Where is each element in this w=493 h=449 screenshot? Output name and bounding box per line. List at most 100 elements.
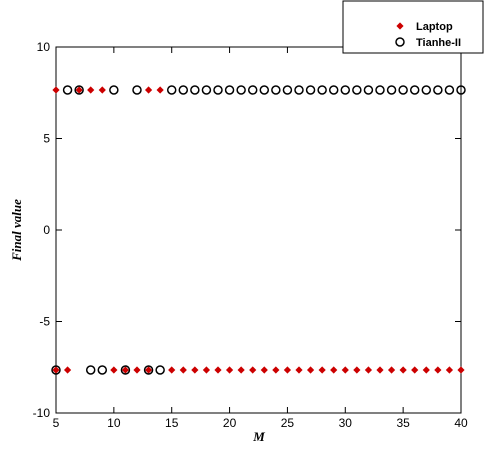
series-tianhe — [51, 85, 466, 375]
data-point-tianhe — [386, 85, 397, 95]
data-point-laptop — [353, 366, 361, 374]
data-point-laptop — [156, 86, 164, 94]
data-point-tianhe — [224, 85, 235, 95]
legend: Laptop Tianhe-II — [342, 0, 484, 54]
data-point-tianhe — [62, 85, 73, 95]
data-point-laptop — [214, 366, 222, 374]
data-point-laptop — [168, 366, 176, 374]
data-point-laptop — [260, 366, 268, 374]
data-point-tianhe — [363, 85, 374, 95]
axis-ticks — [55, 46, 462, 414]
data-point-tianhe — [398, 85, 408, 95]
y-tick-label: 0 — [43, 223, 50, 237]
data-point-tianhe — [109, 85, 119, 95]
x-tick-label: 40 — [454, 416, 468, 430]
data-point-laptop — [306, 366, 315, 374]
x-axis-title: M — [252, 429, 265, 444]
data-point-tianhe — [328, 85, 339, 95]
data-point-laptop — [225, 366, 234, 374]
data-point-tianhe — [259, 85, 270, 95]
data-point-tianhe — [247, 85, 258, 95]
legend-box — [342, 0, 484, 54]
y-tick-label: -5 — [39, 315, 50, 329]
data-point-tianhe — [294, 85, 304, 95]
data-point-tianhe — [166, 85, 177, 95]
data-point-laptop — [52, 366, 60, 374]
data-point-tianhe — [74, 85, 84, 95]
data-point-tianhe — [201, 85, 212, 95]
data-point-laptop — [272, 366, 280, 374]
data-point-laptop — [283, 366, 292, 374]
data-point-laptop — [376, 366, 384, 374]
data-point-tianhe — [213, 85, 223, 95]
data-point-tianhe — [340, 85, 351, 95]
data-point-tianhe — [375, 85, 385, 95]
x-tick-label: 5 — [53, 416, 60, 430]
data-point-tianhe — [421, 85, 432, 95]
data-point-tianhe — [178, 85, 189, 95]
y-tick-label: 10 — [37, 40, 51, 54]
data-point-tianhe — [143, 365, 154, 375]
data-point-tianhe — [51, 365, 61, 375]
data-marks — [51, 85, 466, 375]
x-tick-label: 30 — [339, 416, 353, 430]
data-point-tianhe — [155, 365, 165, 375]
data-point-laptop — [63, 366, 72, 374]
data-point-tianhe — [120, 365, 131, 375]
data-point-laptop — [179, 366, 187, 374]
data-point-tianhe — [85, 365, 96, 375]
tick-labels: 5 10 15 20 25 30 35 40 10 5 0 -5 -10 — [33, 40, 468, 430]
data-point-laptop — [52, 86, 60, 94]
y-axis-title: Final value — [9, 199, 24, 262]
data-point-tianhe — [305, 85, 316, 95]
data-point-laptop — [237, 366, 245, 374]
data-point-tianhe — [236, 85, 246, 95]
data-point-laptop — [364, 366, 373, 374]
data-point-laptop — [341, 366, 349, 374]
series-laptop — [52, 86, 465, 374]
data-point-laptop — [133, 366, 141, 374]
x-tick-label: 15 — [165, 416, 179, 430]
x-tick-label: 35 — [396, 416, 410, 430]
data-point-laptop — [411, 366, 419, 374]
y-tick-label: -10 — [33, 406, 51, 420]
legend-label-tianhe: Tianhe-II — [416, 37, 461, 49]
plot-frame — [55, 46, 462, 414]
data-point-laptop — [98, 86, 106, 94]
data-point-laptop — [87, 86, 95, 94]
data-point-tianhe — [409, 85, 420, 95]
data-point-laptop — [249, 366, 257, 374]
data-point-tianhe — [97, 365, 108, 375]
data-point-laptop — [191, 366, 199, 374]
data-point-laptop — [457, 366, 465, 374]
x-tick-label: 20 — [223, 416, 237, 430]
legend-marker-tianhe — [395, 37, 405, 47]
data-point-laptop — [75, 86, 83, 94]
data-point-tianhe — [433, 85, 443, 95]
x-tick-label: 25 — [281, 416, 295, 430]
data-point-laptop — [318, 366, 326, 374]
y-tick-label: 5 — [43, 132, 50, 146]
data-point-laptop — [387, 366, 396, 374]
data-point-laptop — [144, 86, 153, 94]
data-point-tianhe — [282, 85, 293, 95]
data-point-laptop — [121, 366, 130, 374]
data-point-laptop — [144, 366, 153, 374]
data-point-tianhe — [444, 85, 455, 95]
data-point-tianhe — [271, 85, 281, 95]
data-point-tianhe — [132, 85, 142, 95]
data-point-tianhe — [352, 85, 362, 95]
data-point-tianhe — [317, 85, 327, 95]
legend-marker-laptop — [396, 22, 404, 30]
data-point-tianhe — [190, 85, 200, 95]
data-point-laptop — [110, 366, 118, 374]
legend-label-laptop: Laptop — [416, 21, 453, 33]
data-point-laptop — [445, 366, 454, 374]
x-tick-label: 10 — [107, 416, 121, 430]
data-point-laptop — [295, 366, 303, 374]
data-point-laptop — [422, 366, 430, 374]
data-point-laptop — [434, 366, 442, 374]
data-point-tianhe — [456, 85, 466, 95]
data-point-laptop — [399, 366, 407, 374]
